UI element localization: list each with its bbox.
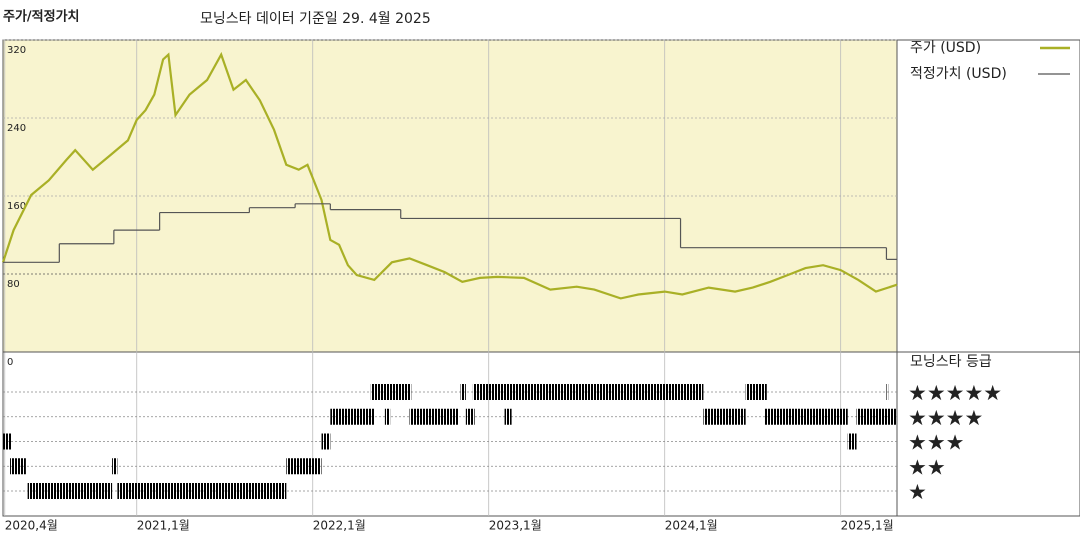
rating-bar bbox=[27, 483, 113, 499]
rating-bar bbox=[330, 408, 375, 425]
y-tick-label: 0 bbox=[7, 357, 13, 368]
rating-bar bbox=[472, 384, 704, 400]
legend-label: 주가 (USD) bbox=[910, 40, 981, 56]
legend-label: 적정가치 (USD) bbox=[910, 66, 1007, 82]
rating-bar bbox=[409, 408, 459, 425]
y-tick-label: 240 bbox=[7, 123, 26, 134]
rating-title: 모닝스타 등급 bbox=[910, 354, 992, 370]
rating-bar bbox=[504, 408, 512, 425]
x-tick-label: 2022,1월 bbox=[313, 519, 366, 533]
rating-bar bbox=[3, 433, 12, 450]
chart-title: 주가/적정가치 bbox=[3, 9, 80, 25]
x-tick-label: 2020,4월 bbox=[5, 519, 58, 533]
rating-label: ★★ bbox=[908, 455, 946, 479]
rating-bar bbox=[765, 408, 848, 425]
rating-bar bbox=[384, 408, 391, 425]
rating-bar bbox=[370, 384, 412, 400]
x-tick-label: 2023,1월 bbox=[489, 519, 542, 533]
price-line bbox=[1, 51, 898, 300]
frame bbox=[2, 39, 1080, 517]
rating-bar bbox=[856, 408, 897, 425]
rating-bar bbox=[460, 384, 466, 400]
rating-bar bbox=[112, 458, 118, 475]
rating-label: ★★★★ bbox=[908, 406, 983, 430]
x-tick-label: 2021,1월 bbox=[137, 519, 190, 533]
rating-bar bbox=[886, 384, 889, 400]
chart-subtitle: 모닝스타 데이터 기준일 29. 4월 2025 bbox=[200, 11, 431, 27]
rating-bar bbox=[703, 408, 746, 425]
rating-bar bbox=[321, 433, 331, 450]
rating-bar bbox=[10, 458, 26, 475]
x-tick-label: 2024,1월 bbox=[665, 519, 718, 533]
rating-bar bbox=[745, 384, 767, 400]
x-tick-label: 2025,1월 bbox=[841, 519, 894, 533]
rating-bar bbox=[117, 483, 287, 499]
rating-label: ★★★ bbox=[908, 431, 964, 455]
rating-label: ★★★★★ bbox=[908, 381, 1002, 405]
y-tick-label: 80 bbox=[7, 279, 20, 290]
rating-bar bbox=[847, 433, 857, 450]
y-tick-label: 160 bbox=[7, 201, 26, 212]
rating-label: ★ bbox=[908, 480, 927, 504]
rating-bar bbox=[286, 458, 322, 475]
rating-bar bbox=[465, 408, 475, 425]
y-tick-label: 320 bbox=[7, 45, 26, 56]
